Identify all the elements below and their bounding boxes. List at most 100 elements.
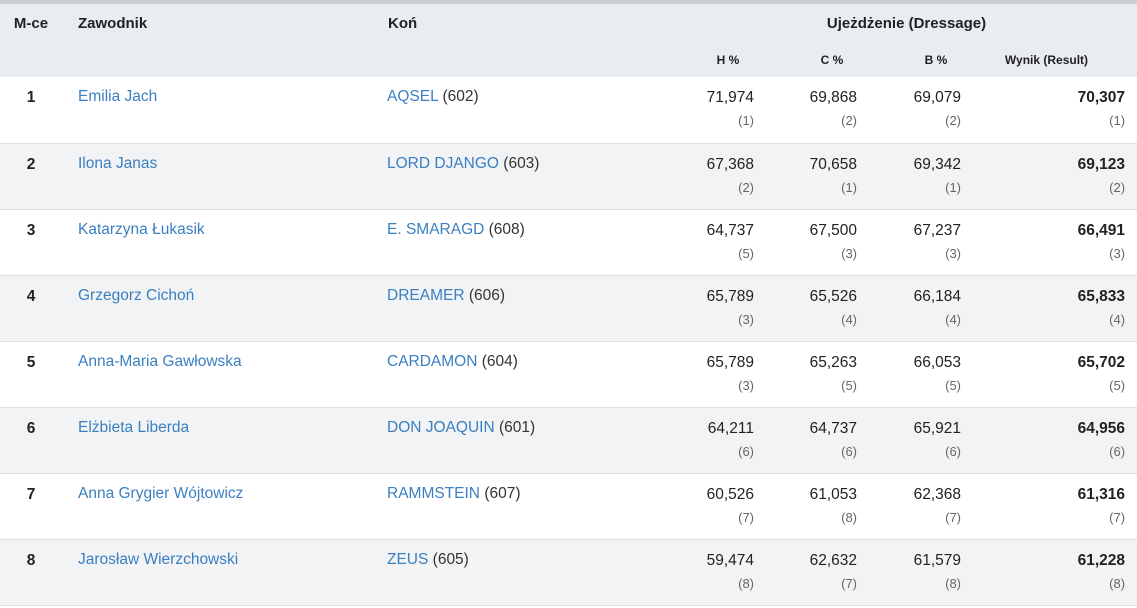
b-rank: (6) bbox=[945, 443, 961, 459]
header-dressage: Ujeżdżenie (Dressage) bbox=[826, 14, 987, 32]
h-rank: (8) bbox=[738, 575, 754, 591]
h-score: 59,474 bbox=[706, 551, 754, 569]
c-rank: (6) bbox=[841, 443, 857, 459]
place-cell: 3 bbox=[26, 221, 36, 239]
c-score: 65,263 bbox=[809, 353, 857, 371]
horse-link[interactable]: RAMMSTEIN bbox=[387, 484, 480, 502]
h-rank: (1) bbox=[738, 113, 754, 128]
h-score: 65,789 bbox=[706, 287, 754, 305]
header-horse: Koń bbox=[388, 14, 418, 32]
c-rank: (7) bbox=[841, 575, 857, 591]
header-row-main: M-ce Zawodnik Koń Ujeżdżenie (Dressage) bbox=[0, 4, 1137, 42]
table-row: 5 Anna-Maria Gawłowska CARDAMON (604) 65… bbox=[0, 341, 1137, 407]
header-sub-empty bbox=[0, 42, 62, 77]
rider-link[interactable]: Elżbieta Liberda bbox=[78, 418, 190, 436]
c-score: 65,526 bbox=[809, 287, 857, 305]
header-sub-empty bbox=[371, 42, 676, 77]
h-rank: (6) bbox=[738, 443, 754, 459]
h-score: 64,211 bbox=[707, 419, 754, 437]
horse-number: (605) bbox=[432, 550, 469, 568]
rider-link[interactable]: Grzegorz Cichoń bbox=[78, 286, 195, 304]
horse-link[interactable]: E. SMARAGD bbox=[387, 220, 485, 238]
b-score: 61,579 bbox=[913, 551, 961, 569]
c-rank: (3) bbox=[841, 245, 857, 261]
b-score: 66,184 bbox=[913, 287, 961, 305]
place-cell: 8 bbox=[26, 551, 36, 569]
b-rank: (3) bbox=[945, 245, 961, 261]
h-rank: (7) bbox=[738, 509, 754, 525]
result-score: 61,228 bbox=[1077, 551, 1126, 569]
c-rank: (1) bbox=[841, 179, 857, 195]
header-result: Wynik (Result) bbox=[1004, 52, 1089, 67]
c-rank: (4) bbox=[841, 311, 857, 327]
table-row: 7 Anna Grygier Wójtowicz RAMMSTEIN (607)… bbox=[0, 473, 1137, 539]
table-body: 1 Emilia Jach AQSEL (602) 71,974 (1) 69,8… bbox=[0, 77, 1137, 605]
header-h-percent: H % bbox=[716, 52, 740, 67]
rider-link[interactable]: Anna-Maria Gawłowska bbox=[78, 352, 242, 370]
rider-link[interactable]: Anna Grygier Wójtowicz bbox=[78, 484, 244, 502]
b-rank: (1) bbox=[945, 179, 961, 195]
table-row: 3 Katarzyna Łukasik E. SMARAGD (608) 64,… bbox=[0, 209, 1137, 275]
c-rank: (2) bbox=[841, 113, 857, 128]
horse-number: (601) bbox=[498, 418, 536, 436]
result-rank: (6) bbox=[1109, 443, 1126, 459]
horse-number: (602) bbox=[442, 88, 479, 105]
c-score: 62,632 bbox=[809, 551, 857, 569]
b-score: 62,368 bbox=[913, 485, 961, 503]
result-rank: (4) bbox=[1109, 311, 1126, 327]
results-table: M-ce Zawodnik Koń Ujeżdżenie (Dressage) … bbox=[0, 4, 1137, 606]
h-score: 65,789 bbox=[706, 353, 754, 371]
header-rider: Zawodnik bbox=[78, 14, 148, 32]
result-rank: (3) bbox=[1109, 245, 1126, 261]
table-row: 1 Emilia Jach AQSEL (602) 71,974 (1) 69,8… bbox=[0, 77, 1137, 143]
rider-link[interactable]: Jarosław Wierzchowski bbox=[78, 550, 239, 568]
horse-number: (606) bbox=[468, 286, 506, 304]
c-score: 69,868 bbox=[809, 89, 857, 106]
h-rank: (5) bbox=[738, 245, 754, 261]
result-score: 61,316 bbox=[1077, 485, 1126, 503]
horse-link[interactable]: DREAMER bbox=[387, 286, 465, 304]
horse-link[interactable]: ZEUS bbox=[387, 550, 429, 568]
b-rank: (4) bbox=[945, 311, 961, 327]
h-rank: (3) bbox=[738, 377, 754, 393]
b-score: 65,921 bbox=[913, 419, 961, 437]
horse-number: (604) bbox=[481, 352, 518, 370]
table-header: M-ce Zawodnik Koń Ujeżdżenie (Dressage) … bbox=[0, 4, 1137, 77]
b-score: 66,053 bbox=[913, 353, 961, 371]
result-rank: (8) bbox=[1109, 575, 1126, 591]
h-score: 64,737 bbox=[706, 221, 754, 239]
c-rank: (5) bbox=[841, 377, 857, 393]
result-score: 64,956 bbox=[1077, 419, 1126, 437]
result-score: 65,702 bbox=[1077, 353, 1126, 371]
rider-link[interactable]: Katarzyna Łukasik bbox=[78, 220, 205, 238]
horse-number: (607) bbox=[484, 484, 521, 502]
rider-link[interactable]: Ilona Janas bbox=[78, 154, 158, 172]
horse-link[interactable]: DON JOAQUIN bbox=[387, 418, 495, 436]
c-rank: (8) bbox=[841, 509, 857, 525]
table-row: 8 Jarosław Wierzchowski ZEUS (605) 59,47… bbox=[0, 539, 1137, 605]
header-sub-empty bbox=[62, 42, 371, 77]
horse-link[interactable]: LORD DJANGO bbox=[387, 154, 499, 172]
horse-number: (608) bbox=[488, 220, 525, 238]
h-score: 60,526 bbox=[706, 485, 754, 503]
b-score: 67,237 bbox=[913, 221, 961, 239]
result-score: 65,833 bbox=[1077, 287, 1126, 305]
place-cell: 6 bbox=[26, 419, 36, 437]
b-rank: (2) bbox=[945, 113, 961, 128]
horse-link[interactable]: AQSEL bbox=[387, 88, 439, 105]
place-cell: 5 bbox=[26, 353, 36, 371]
rider-link[interactable]: Emilia Jach bbox=[78, 88, 158, 105]
header-row-sub: H % C % B % Wynik (Result) bbox=[0, 42, 1137, 77]
c-score: 64,737 bbox=[809, 419, 857, 437]
h-score: 71,974 bbox=[706, 89, 754, 106]
place-cell: 7 bbox=[26, 485, 36, 503]
c-score: 70,658 bbox=[809, 155, 857, 173]
table-row: 6 Elżbieta Liberda DON JOAQUIN (601) 64,… bbox=[0, 407, 1137, 473]
result-rank: (1) bbox=[1109, 113, 1126, 128]
horse-number: (603) bbox=[503, 154, 540, 172]
horse-link[interactable]: CARDAMON bbox=[387, 352, 478, 370]
c-score: 61,053 bbox=[809, 485, 857, 503]
h-score: 67,368 bbox=[706, 155, 754, 173]
header-b-percent: B % bbox=[924, 52, 948, 67]
result-rank: (5) bbox=[1109, 377, 1126, 393]
